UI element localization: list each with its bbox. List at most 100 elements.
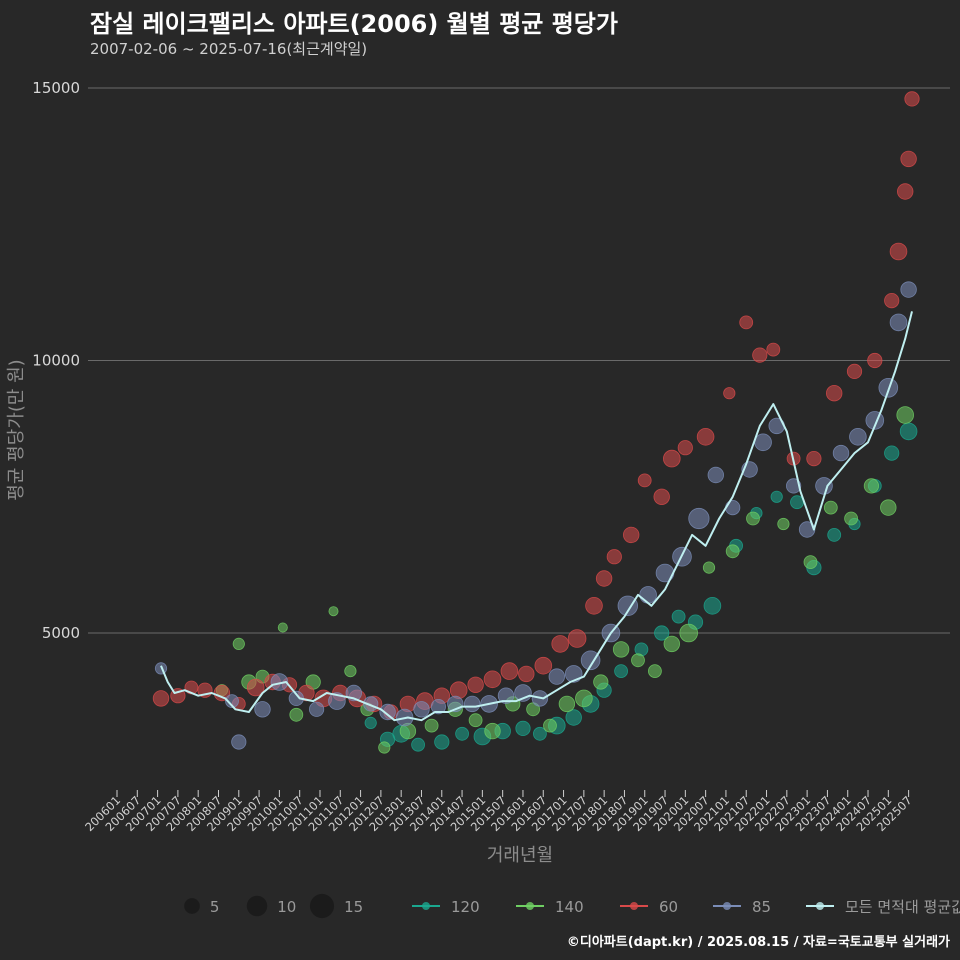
y-axis-label: 평균 평당가(만 원) — [6, 359, 27, 500]
data-point-140 — [468, 713, 483, 728]
data-point-120 — [654, 625, 670, 641]
data-point-120 — [899, 422, 918, 441]
data-point-140 — [328, 606, 339, 617]
data-point-140 — [823, 500, 838, 515]
data-point-120 — [565, 709, 582, 726]
data-point-140 — [631, 653, 645, 668]
data-point-60 — [752, 347, 768, 363]
data-point-85 — [754, 433, 772, 452]
data-point-120 — [515, 720, 531, 737]
data-point-60 — [246, 678, 265, 697]
data-point-85 — [688, 507, 710, 530]
data-point-120 — [770, 490, 783, 503]
data-point-140 — [344, 664, 357, 678]
data-point-85 — [270, 673, 289, 691]
chart-title: 잠실 레이크팰리스 아파트(2006) 월별 평균 평당가 — [90, 10, 618, 38]
source-caption: ©디아파트(dapt.kr) / 2025.08.15 / 자료=국토교통부 실… — [566, 935, 950, 950]
data-points — [152, 91, 920, 754]
data-point-85 — [900, 281, 917, 298]
data-point-60 — [449, 681, 468, 699]
data-point-120 — [533, 726, 547, 741]
chart-subtitle: 2007-02-06 ~ 2025-07-16(최근계약일) — [90, 40, 368, 58]
series-legend-label: 85 — [752, 898, 771, 916]
data-point-140 — [424, 718, 439, 733]
size-legend-label: 15 — [344, 898, 363, 916]
data-point-140 — [863, 478, 880, 494]
data-point-140 — [558, 695, 576, 713]
data-point-60 — [884, 292, 900, 309]
x-axis-ticks: 2006012006072007012007072008012008072009… — [82, 790, 915, 834]
data-point-140 — [277, 622, 288, 633]
data-point-140 — [880, 499, 897, 516]
data-point-85 — [430, 698, 446, 715]
data-point-140 — [702, 561, 716, 574]
data-point-60 — [867, 352, 883, 369]
data-point-140 — [844, 511, 858, 526]
data-point-60 — [623, 526, 640, 544]
grid-lines — [88, 87, 950, 634]
size-legend-circle — [246, 895, 268, 917]
data-point-85 — [725, 499, 741, 516]
data-point-60 — [662, 449, 681, 468]
series-legend-dot — [630, 902, 638, 910]
data-point-85 — [154, 662, 168, 675]
data-point-140 — [575, 689, 593, 708]
data-point-140 — [648, 664, 662, 678]
y-tick-label: 5000 — [42, 624, 80, 642]
series-legend-dot — [723, 902, 731, 910]
data-point-85 — [639, 586, 657, 604]
series-legend-dot — [526, 902, 534, 910]
data-point-60 — [889, 242, 908, 261]
size-legend-label: 10 — [277, 898, 296, 916]
data-point-60 — [637, 473, 652, 488]
data-point-85 — [308, 701, 325, 717]
y-tick-label: 10000 — [32, 352, 80, 370]
data-point-60 — [739, 315, 754, 330]
data-point-60 — [677, 440, 693, 456]
series-legend-label: 모든 면적대 평균값 — [845, 898, 960, 916]
data-point-60 — [518, 665, 535, 683]
data-point-60 — [534, 656, 553, 675]
data-point-120 — [827, 528, 842, 542]
y-tick-label: 15000 — [32, 79, 80, 97]
data-point-85 — [707, 466, 725, 484]
data-point-60 — [806, 450, 822, 467]
data-point-140 — [289, 707, 304, 722]
data-point-85 — [889, 313, 908, 332]
data-point-120 — [455, 726, 470, 741]
data-point-85 — [379, 703, 396, 721]
data-point-60 — [551, 635, 569, 653]
data-point-60 — [567, 629, 587, 648]
data-point-140 — [232, 637, 245, 651]
data-point-60 — [595, 570, 613, 587]
series-legend-dot — [816, 902, 824, 910]
data-point-120 — [703, 596, 722, 615]
data-point-85 — [815, 477, 833, 495]
data-point-140 — [746, 511, 760, 526]
y-axis-ticks: 5000 10000 15000 — [32, 79, 80, 642]
data-point-120 — [364, 716, 377, 730]
data-point-120 — [671, 609, 686, 624]
data-point-60 — [846, 363, 863, 379]
data-point-85 — [328, 692, 346, 710]
data-point-60 — [723, 387, 736, 400]
data-point-60 — [696, 427, 715, 446]
data-point-60 — [483, 670, 502, 689]
data-point-60 — [653, 488, 670, 506]
data-point-60 — [904, 91, 920, 107]
data-point-85 — [617, 595, 639, 617]
data-point-120 — [884, 445, 900, 461]
series-legend-label: 60 — [659, 898, 678, 916]
data-point-60 — [900, 150, 917, 168]
data-point-60 — [826, 385, 843, 402]
data-point-60 — [467, 676, 484, 694]
data-point-140 — [679, 623, 698, 643]
data-point-85 — [497, 687, 515, 704]
x-axis-label: 거래년월 — [487, 845, 553, 866]
data-point-60 — [585, 596, 603, 615]
data-point-85 — [785, 478, 802, 494]
size-legend-circle — [184, 898, 200, 914]
data-point-85 — [464, 695, 481, 713]
data-point-85 — [548, 668, 566, 685]
data-point-60 — [152, 690, 170, 707]
